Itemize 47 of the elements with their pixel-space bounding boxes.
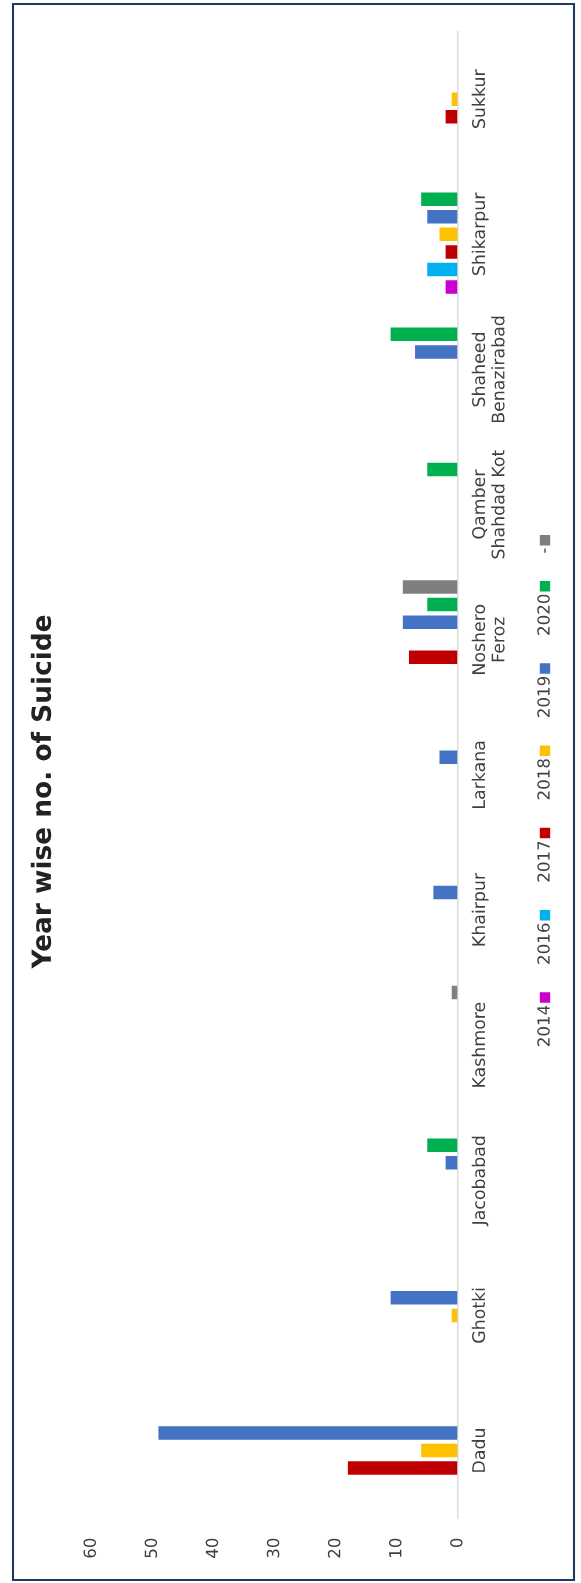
bar [427,1138,458,1152]
legend-label: 2016 [537,923,550,964]
bar [427,462,458,477]
bar [439,227,458,242]
bar [445,245,458,259]
x-tick-label: 40 [205,1538,219,1558]
bar [439,750,458,765]
y-tick-label: Qamber Shahdad Kot [471,450,505,559]
y-tick-label: Shikarpur [471,192,489,275]
bar [415,345,458,359]
y-tick-label: Jacobabad [471,1136,489,1227]
x-tick-label: 10 [388,1538,402,1557]
bar [421,1443,458,1458]
x-tick-label: 50 [144,1538,158,1558]
legend-label: - [544,548,546,553]
bar [445,110,458,124]
y-tick-label: Kashmore [471,1002,486,1087]
legend-label: 2014 [537,1005,550,1046]
bar [402,615,458,629]
y-tick-label: Noshero Feroz [471,604,505,674]
y-tick-label: Khairpur [471,872,489,946]
x-tick-label: 20 [327,1538,341,1558]
bar [445,280,458,294]
bar [390,327,458,342]
y-tick-label: Ghotki [471,1288,486,1343]
text: Year wise no. of Suicide [30,615,52,969]
x-tick-label: 60 [83,1538,97,1558]
bar [408,650,458,665]
x-tick-label: 0 [450,1538,463,1548]
bar [347,1461,458,1475]
x-tick-label: 30 [266,1538,280,1558]
y-tick-label: Larkana [471,741,486,808]
y-tick-label: Sukkur [471,69,486,128]
legend-label: 2017 [537,841,550,882]
y-tick-label: Shaheed Benazirabad [471,316,505,423]
bar [427,210,458,224]
y-tick-label: Dadu [471,1429,486,1472]
bar [421,192,458,206]
bar [427,262,458,277]
bar [390,1291,458,1305]
bar [433,885,458,900]
bar [427,597,458,612]
bar [402,580,458,594]
legend-label: 2020 [537,594,550,635]
legend-label: 2018 [537,759,550,800]
bar [158,1426,458,1440]
legend-label: 2019 [537,676,550,717]
